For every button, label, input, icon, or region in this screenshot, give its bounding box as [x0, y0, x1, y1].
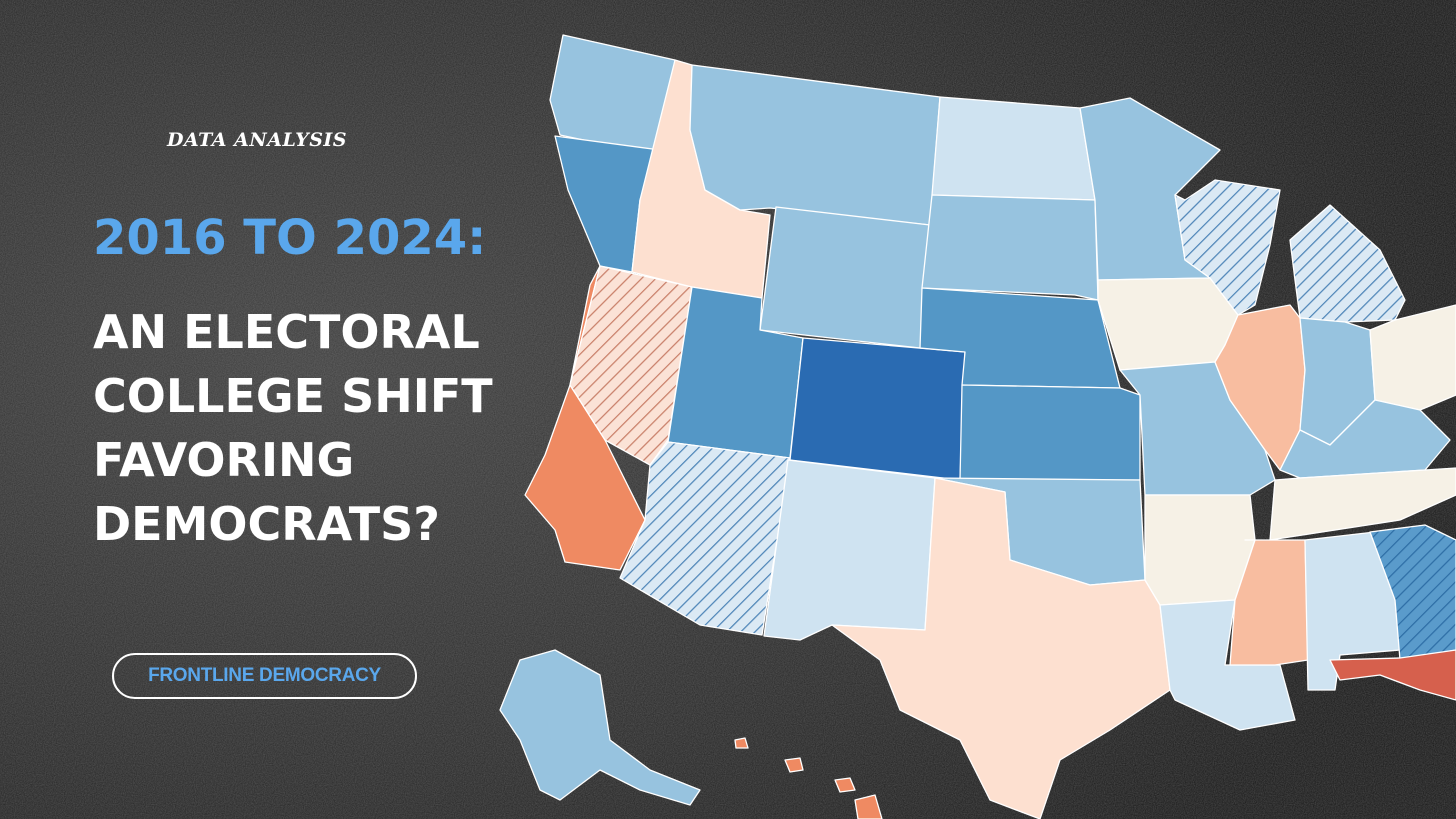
state-louisiana: [1159, 599, 1296, 731]
state-south-dakota: [921, 194, 1099, 301]
state-iowa: [1097, 277, 1239, 371]
state-kentucky: [1279, 399, 1451, 479]
state-colorado: [789, 337, 966, 481]
title-line: FAVORING: [93, 433, 355, 487]
state-tennessee: [1269, 467, 1456, 541]
state-alaska: [499, 649, 701, 806]
state-new-mexico: [763, 459, 936, 641]
kicker-label: DATA ANALYSIS: [167, 129, 348, 151]
state-wisconsin: [1174, 179, 1281, 316]
state-hawaii: [734, 737, 883, 819]
state-texas: [831, 477, 1171, 819]
title-line: AN ELECTORAL: [93, 305, 480, 359]
state-montana: [689, 64, 941, 226]
state-florida: [1329, 649, 1456, 701]
subtitle: 2016 TO 2024:: [93, 210, 487, 266]
page-title: AN ELECTORAL COLLEGE SHIFT FAVORING DEMO…: [93, 300, 563, 556]
state-wyoming: [759, 206, 931, 349]
state-arizona: [619, 441, 791, 636]
title-line: DEMOCRATS?: [93, 497, 440, 551]
state-georgia: [1369, 524, 1456, 661]
state-kansas: [959, 384, 1141, 481]
state-north-dakota: [931, 96, 1096, 201]
state-michigan: [1289, 204, 1406, 323]
brand-badge[interactable]: FRONTLINE DEMOCRACY: [112, 653, 417, 699]
title-line: COLLEGE SHIFT: [93, 369, 493, 423]
